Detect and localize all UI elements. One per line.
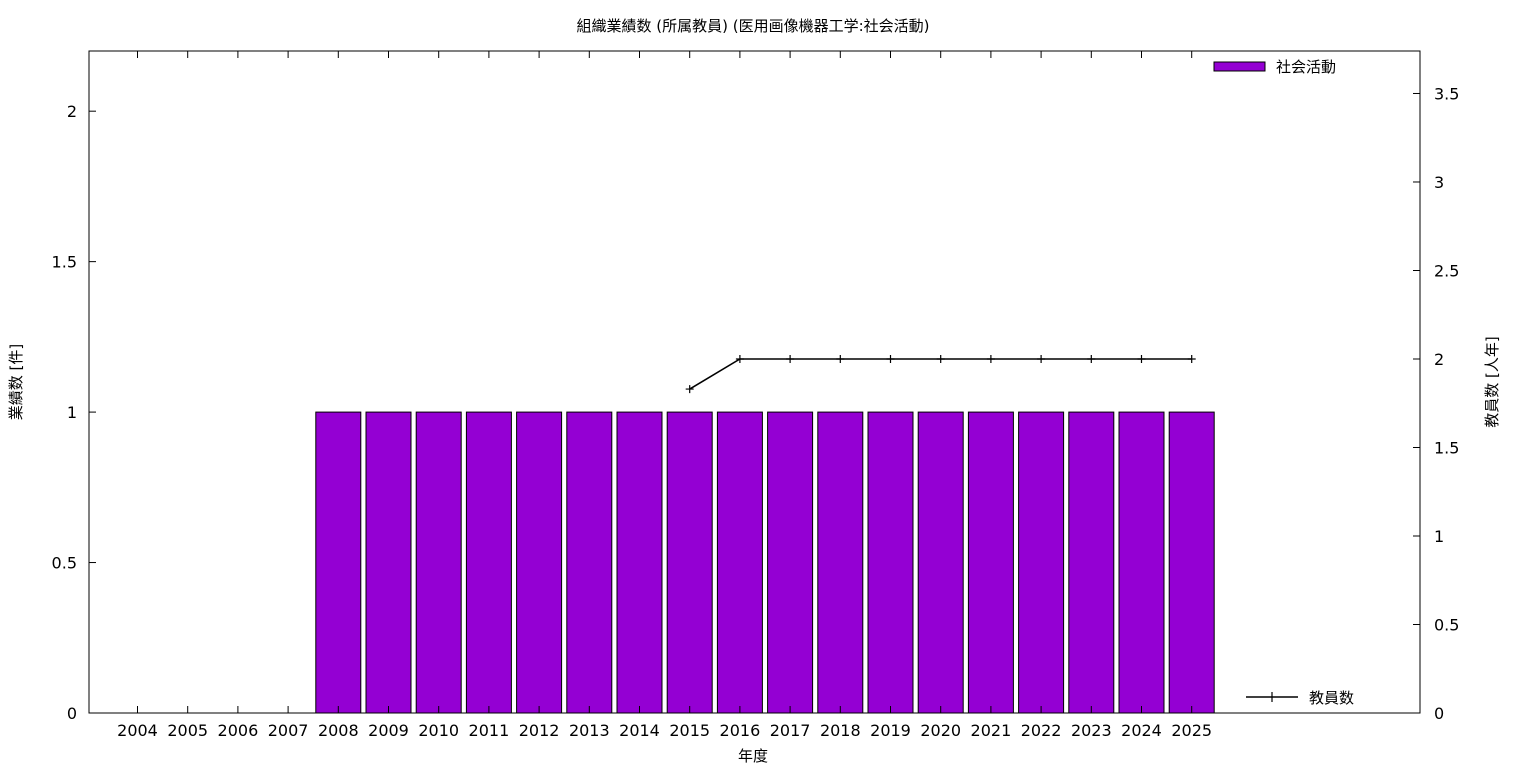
bar-2010 <box>415 411 462 714</box>
bar-2024 <box>1118 411 1165 714</box>
x-tick-label-2013: 2013 <box>569 721 610 740</box>
y-tick-label-0: 0 <box>67 704 77 723</box>
plot-frame <box>88 50 1421 714</box>
y-tick-label-2: 2 <box>67 102 77 121</box>
x-tick-label-2009: 2009 <box>368 721 409 740</box>
y2-tick-label-1.5: 1.5 <box>1434 438 1459 457</box>
bar-2022 <box>1018 411 1065 714</box>
x-tick-label-2021: 2021 <box>971 721 1012 740</box>
x-tick-label-2023: 2023 <box>1071 721 1112 740</box>
bar-2013 <box>566 411 613 714</box>
line-point-2021 <box>986 354 995 363</box>
x-tick-label-2006: 2006 <box>218 721 259 740</box>
x-tick-label-2016: 2016 <box>720 721 761 740</box>
x-tick-label-2005: 2005 <box>167 721 208 740</box>
bar-2025 <box>1168 411 1215 714</box>
bar-2012 <box>516 411 563 714</box>
y2-ticks: 0 0.5 1 1.5 2 2.5 3 3.5 <box>1413 84 1459 723</box>
bar-2016 <box>716 411 763 714</box>
legend-line: 教員数 <box>1246 689 1354 707</box>
legend-line-label: 教員数 <box>1309 689 1354 707</box>
x-tick-label-2019: 2019 <box>870 721 911 740</box>
x-tick-label-2022: 2022 <box>1021 721 1062 740</box>
line-point-2022 <box>1037 354 1046 363</box>
x-tick-label-2010: 2010 <box>418 721 459 740</box>
line-point-2023 <box>1087 354 1096 363</box>
line-point-2020 <box>936 354 945 363</box>
line-point-2025 <box>1187 354 1196 363</box>
line-point-2018 <box>836 354 845 363</box>
x-tick-label-2014: 2014 <box>619 721 660 740</box>
x-tick-label-2008: 2008 <box>318 721 359 740</box>
x-tick-label-2025: 2025 <box>1171 721 1212 740</box>
y2-axis-label: 教員数 [人年] <box>1483 336 1501 427</box>
y2-tick-label-3: 3 <box>1434 173 1444 192</box>
y-tick-label-1: 1 <box>67 403 77 422</box>
bar-2020 <box>917 411 964 714</box>
chart-title: 組織業績数 (所属教員) (医用画像機器工学:社会活動) <box>576 17 929 35</box>
line-point-2024 <box>1137 354 1146 363</box>
y-tick-label-0.5: 0.5 <box>52 554 77 573</box>
y2-tick-label-0.5: 0.5 <box>1434 615 1459 634</box>
y2-tick-label-3.5: 3.5 <box>1434 84 1459 103</box>
x-axis-label: 年度 <box>738 747 768 765</box>
x-tick-label-2012: 2012 <box>519 721 560 740</box>
bar-2019 <box>867 411 914 714</box>
x-tick-label-2007: 2007 <box>268 721 309 740</box>
bar-2011 <box>465 411 512 714</box>
y-ticks: 0 0.5 1 1.5 2 <box>52 102 96 723</box>
x-ticks: 2004 2005 2006 2007 2008 2009 2010 2011 2012 2013… <box>117 51 1212 740</box>
y2-tick-label-0: 0 <box>1434 704 1444 723</box>
line-series <box>689 358 1192 390</box>
bar-2015 <box>666 411 713 714</box>
bar-2021 <box>967 411 1014 714</box>
x-tick-label-2024: 2024 <box>1121 721 1162 740</box>
y2-tick-label-2.5: 2.5 <box>1434 261 1459 280</box>
bar-2008 <box>315 411 362 714</box>
line-point-2015 <box>685 385 694 394</box>
x-tick-label-2004: 2004 <box>117 721 158 740</box>
x-tick-label-2011: 2011 <box>469 721 510 740</box>
legend-bar-swatch <box>1213 61 1266 72</box>
bar-2014 <box>616 411 663 714</box>
line-point-2017 <box>786 354 795 363</box>
x-tick-label-2017: 2017 <box>770 721 811 740</box>
bar-2023 <box>1068 411 1115 714</box>
bars-layer <box>315 411 1215 714</box>
bar-2018 <box>817 411 864 714</box>
x-tick-label-2015: 2015 <box>669 721 710 740</box>
line-layer <box>685 354 1196 394</box>
bar-2017 <box>767 411 814 714</box>
line-point-2016 <box>735 354 744 363</box>
y-tick-label-1.5: 1.5 <box>52 253 77 272</box>
y-axis-label: 業績数 [件] <box>7 344 25 420</box>
legend-bar: 社会活動 <box>1213 58 1336 76</box>
legend-bar-label: 社会活動 <box>1276 58 1336 76</box>
line-point-2019 <box>886 354 895 363</box>
y2-tick-label-1: 1 <box>1434 527 1444 546</box>
y2-tick-label-2: 2 <box>1434 350 1444 369</box>
x-tick-label-2020: 2020 <box>920 721 961 740</box>
bar-2009 <box>365 411 412 714</box>
x-tick-label-2018: 2018 <box>820 721 861 740</box>
